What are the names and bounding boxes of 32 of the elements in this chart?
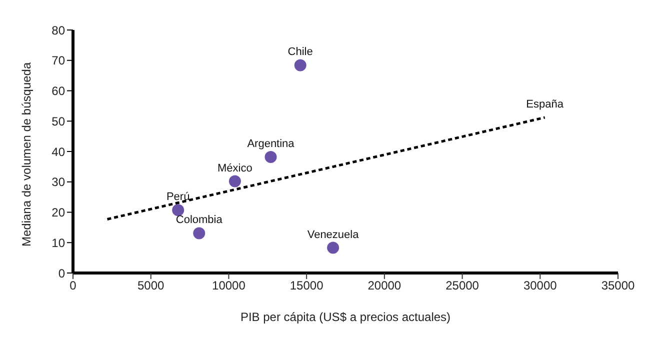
annotation: México [218,162,252,174]
y-tick-label: 0 [58,266,66,280]
point [228,175,241,188]
x-tick-label: 30000 [523,278,558,293]
x-tick-label: 5000 [138,278,165,293]
annotation: Perú [166,191,190,204]
annotation: Chile [288,46,313,58]
point [327,242,340,254]
point [264,150,277,163]
x-tick-label: 20000 [368,278,402,293]
y-tick-label: 20 [52,206,66,220]
y-tick-label: 50 [52,114,66,128]
x-tick-label: 15000 [290,278,324,293]
annotation: España [526,98,564,110]
x-tick-label: 25000 [446,278,480,293]
point [172,204,184,216]
y-tick-label: 60 [52,84,66,98]
point [294,59,306,72]
annotation: Venezuela [307,228,360,241]
point [193,227,206,240]
annotation: Argentina [247,138,296,150]
y-tick-label: 10 [52,236,66,250]
y-tick-label: 70 [52,54,66,68]
y-tick-label: 40 [52,144,66,159]
y-axis-title: Mediana de volumen de búsqueda [19,62,34,246]
x-tick-label: 0 [70,278,77,293]
x-axis-title: PIB per cápita (US$ a precios actuales) [240,310,451,324]
y-tick-label: 80 [52,23,66,38]
x-tick-label: 35000 [601,278,636,293]
y-tick-label: 30 [52,175,66,190]
x-tick-label: 10000 [212,278,246,293]
annotation: Colombia [176,214,224,226]
